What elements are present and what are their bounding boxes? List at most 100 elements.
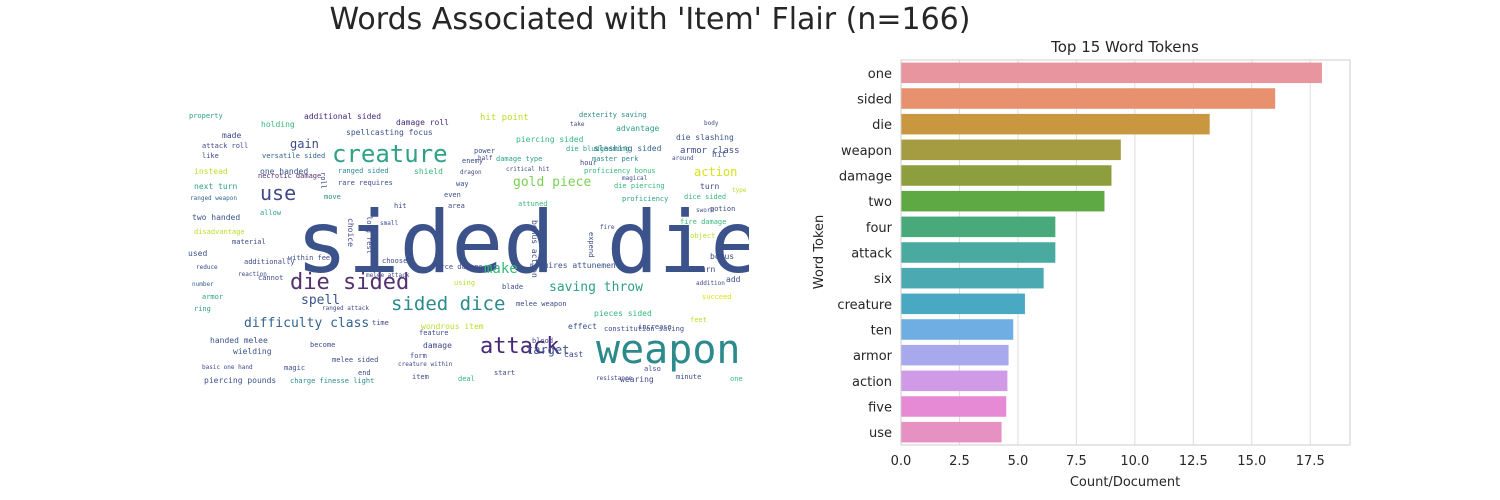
wordcloud-word: reaction — [238, 271, 267, 278]
wordcloud-word: force damage — [432, 263, 483, 271]
wordcloud-word: reduce — [196, 264, 218, 271]
bar-use — [901, 421, 1002, 443]
wordcloud-word: action — [694, 165, 738, 179]
wordcloud-word: attuned — [518, 200, 548, 208]
wordcloud-word: allow — [260, 209, 282, 217]
chart-title: Top 15 Word Tokens — [1050, 38, 1199, 56]
wordcloud-word: target — [526, 343, 570, 357]
bar-sided — [901, 88, 1276, 109]
x-tick-label: 7.5 — [1066, 454, 1087, 469]
wordcloud-word: wondrous item — [421, 322, 484, 331]
wordcloud-word: bonus — [710, 252, 735, 261]
wordcloud-word: turn — [696, 265, 716, 274]
wordcloud-word: additionally — [244, 258, 295, 266]
y-tick-label: armor — [853, 349, 893, 364]
wordcloud-word: fire — [600, 224, 615, 231]
bar-armor — [901, 344, 1009, 366]
wordcloud-word: spellcasting focus — [346, 128, 433, 137]
wordcloud-word: weapon — [596, 327, 741, 373]
x-tick-label: 10.0 — [1120, 454, 1149, 469]
wordcloud-word: piercing sided — [516, 135, 584, 144]
wordcloud-word: property — [189, 112, 223, 120]
figure-title: Words Associated with 'Item' Flair (n=16… — [329, 2, 971, 37]
y-tick-label: sided — [857, 93, 892, 108]
bar-two — [901, 190, 1105, 212]
y-tick-label: weapon — [841, 144, 892, 159]
wordcloud-word: charge finesse light — [290, 377, 375, 385]
wordcloud-word: end — [358, 369, 371, 377]
wordcloud-word: sided dice — [391, 293, 506, 315]
wordcloud-word: sided die — [296, 193, 749, 293]
wordcloud-word: critical hit — [506, 166, 550, 173]
wordcloud-word: item — [412, 373, 429, 381]
bar-attack — [901, 242, 1056, 263]
wordcloud-word: way — [456, 180, 469, 188]
wordcloud-word: feet — [690, 316, 707, 324]
wordcloud-word: hit — [712, 150, 727, 159]
wordcloud-word: enemy — [462, 157, 484, 165]
wordcloud-word: power — [474, 147, 496, 155]
plot-frame — [900, 59, 1351, 446]
wordcloud-word: magic — [284, 364, 306, 372]
wordcloud-word: deal — [458, 375, 475, 383]
wordcloud-word: die slashing — [676, 133, 734, 142]
wordcloud-word: die sided — [290, 270, 410, 295]
wordcloud-word: basic one hand — [202, 364, 253, 371]
wordcloud-word: sword — [696, 207, 715, 214]
y-tick-label: use — [869, 426, 892, 441]
wordcloud-word: next turn — [194, 182, 238, 191]
wordcloud-word: potion — [710, 205, 736, 213]
wordcloud-word: take — [570, 121, 585, 128]
x-tick-labels: 0.0 2.5 5.0 7.5 10.0 12.5 15.0 17.5 — [891, 454, 1325, 469]
wordcloud-word: proficiency — [622, 195, 669, 203]
y-tick-label: four — [866, 221, 893, 236]
wordcloud-word: wielding — [233, 347, 272, 356]
wordcloud-word: one handed — [260, 167, 309, 176]
wordcloud-word: choose — [382, 257, 408, 265]
wordcloud-word: add — [726, 275, 741, 284]
wordcloud-word: hit — [394, 202, 407, 210]
wordcloud-word: proficiency bonus — [584, 167, 656, 175]
wordcloud-word: melee weapon — [516, 300, 567, 308]
wordcloud-word: cast — [564, 350, 584, 359]
wordcloud-word: succeed — [702, 293, 732, 301]
wordcloud-word: damage roll — [396, 118, 449, 127]
wordcloud-word: dragon — [460, 169, 482, 176]
wordcloud-word: like — [202, 152, 219, 160]
wordcloud-word: hour — [580, 159, 597, 167]
y-tick-label: two — [868, 195, 892, 210]
wordcloud-word: creature within — [398, 361, 453, 368]
wordcloud-word: increase — [638, 323, 672, 331]
bar-five — [901, 396, 1007, 417]
wordcloud-word: versatile sided — [262, 152, 326, 160]
wordcloud-word: magical — [622, 175, 648, 182]
wordcloud-word: area — [448, 202, 465, 210]
wordcloud-word: armor — [202, 293, 224, 301]
wordcloud-word: damage — [423, 341, 452, 350]
wordcloud-word: also — [644, 365, 661, 373]
wordcloud-word: shield — [414, 167, 443, 176]
wordcloud-word: constitution saving — [604, 325, 685, 333]
y-tick-label: one — [868, 67, 892, 82]
wordcloud-word: resistance — [596, 375, 633, 382]
wordcloud-word: material — [232, 238, 266, 246]
wordcloud-word: damage type — [496, 155, 543, 163]
wordcloud-word: used — [188, 249, 208, 258]
wordcloud-word: make — [484, 261, 518, 277]
wordcloud-word: made — [222, 131, 242, 140]
word-cloud: sided die weapon creature attack die sided si… — [186, 108, 749, 394]
bar-creature — [901, 293, 1025, 315]
wordcloud-word: saving throw — [549, 280, 643, 295]
wordcloud-word: ranged weapon — [190, 195, 237, 202]
wordcloud-word: ranged sided — [338, 167, 389, 175]
wordcloud-word: spell — [301, 293, 341, 308]
wordcloud-word: around — [672, 155, 694, 162]
wordcloud-word: attack — [480, 334, 560, 359]
wordcloud-word: dexterity saving — [579, 111, 647, 119]
x-tick-label: 15.0 — [1237, 454, 1266, 469]
x-tick-label: 5.0 — [1008, 454, 1029, 469]
wordcloud-word: body — [704, 120, 719, 127]
wordcloud-word: slashing sided — [594, 144, 662, 153]
wordcloud-word: hit point — [480, 113, 529, 123]
